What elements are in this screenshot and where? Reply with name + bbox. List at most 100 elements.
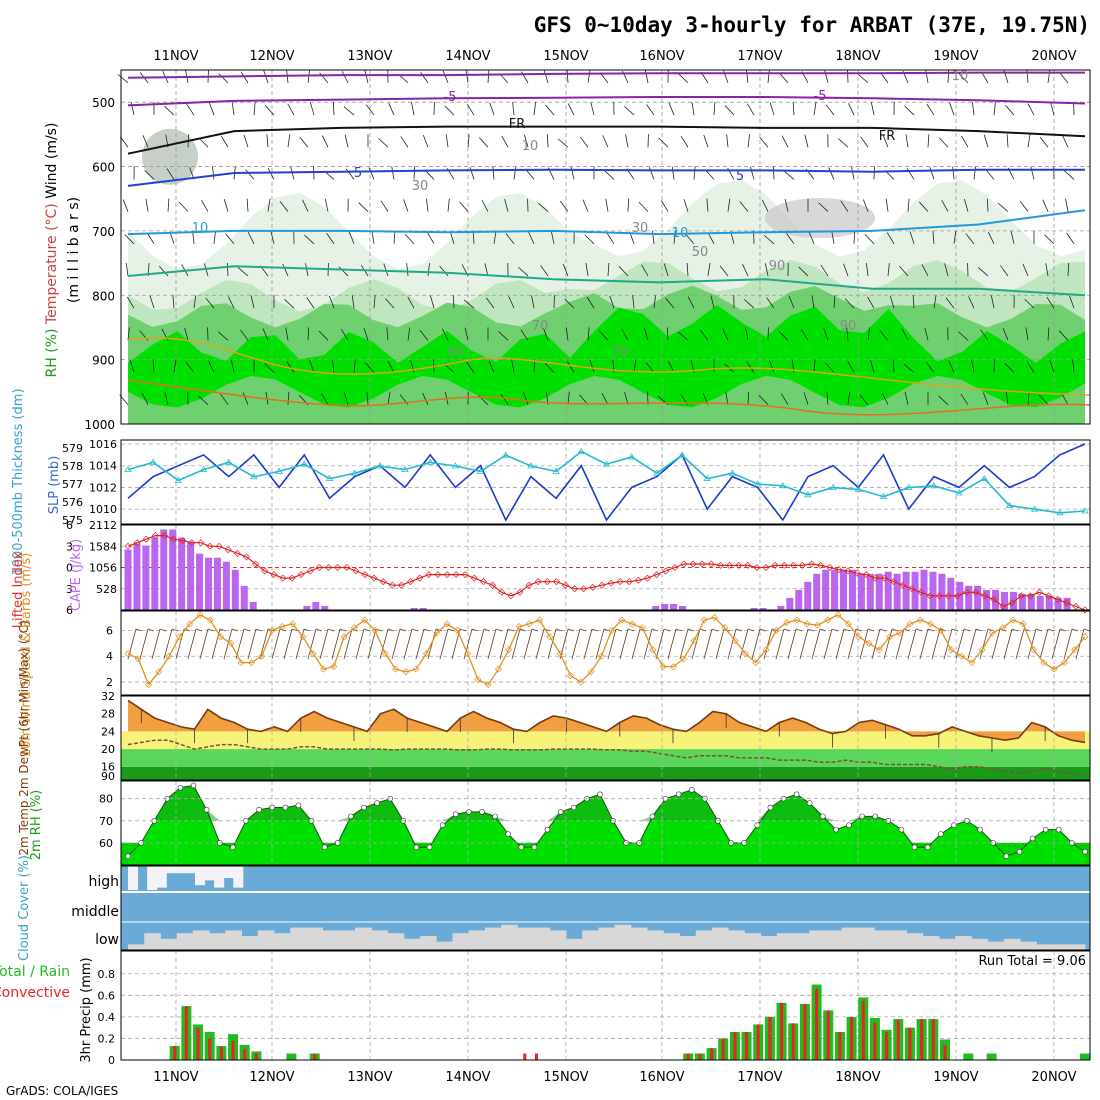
legend-total-rain: Total / Rain [0, 964, 70, 980]
ytick-label: 0.2 [98, 1032, 116, 1045]
legend-convective: Convective [0, 985, 70, 1001]
wind-barb [544, 362, 555, 373]
cape-bar [875, 573, 883, 610]
cape-bar [786, 597, 794, 610]
rh-marker [872, 813, 879, 820]
cloud-low [371, 930, 389, 950]
wind-barb [466, 103, 475, 116]
lifted-index-marker [835, 566, 843, 574]
wind-speed-marker [793, 616, 801, 624]
day-label-bottom: 19NOV [933, 1070, 978, 1085]
wind-barb [927, 134, 930, 148]
cape-bar [848, 569, 856, 610]
thickness-marker [124, 465, 132, 472]
cape-bar [419, 607, 427, 610]
wind-barb [338, 266, 349, 277]
wind-barb [386, 327, 389, 341]
wind-barb [1051, 628, 1061, 660]
cape-bar [920, 569, 928, 610]
lifted-index-marker [325, 564, 333, 571]
cloud-low [614, 924, 632, 950]
cloud-low [695, 930, 713, 950]
lifted-index-marker [826, 564, 834, 571]
cape-bar [187, 541, 195, 610]
thickness-marker [350, 469, 359, 476]
wind-barb [564, 298, 575, 309]
wind-speed-marker [247, 659, 255, 667]
wind-barb [247, 232, 255, 244]
wind-barb [444, 105, 455, 116]
wind-barb [287, 391, 290, 405]
cloud-low [1003, 938, 1021, 950]
isotherm--10 [127, 71, 1085, 79]
ytick-label-right: 2112 [89, 519, 117, 532]
ytick-label-right: 1056 [89, 562, 117, 575]
cloud-low [1020, 941, 1037, 950]
ytick-label: 60 [99, 837, 113, 850]
wind-barb [566, 361, 575, 373]
wind-barb [199, 628, 209, 660]
wind-barb [1069, 295, 1075, 309]
lifted-index-marker [1017, 592, 1025, 600]
isotherm-FR [127, 125, 1086, 155]
wind-barb [464, 327, 469, 341]
wind-barb [513, 166, 517, 180]
wind-barb [365, 104, 375, 116]
wind-barb [442, 70, 449, 84]
wind-barb [905, 134, 909, 148]
precip-convective-bar [208, 1038, 212, 1060]
wind-barb [703, 628, 713, 660]
rh-marker [282, 804, 289, 811]
lifted-index-marker [452, 571, 460, 579]
wind-barb [435, 628, 443, 632]
cloud-low [501, 924, 518, 950]
thickness-marker [879, 492, 888, 499]
wind-barb [713, 102, 716, 116]
rh-marker [1029, 835, 1036, 842]
wind-barb [919, 628, 929, 660]
wind-barb [1005, 104, 1015, 116]
cape-bar [196, 553, 204, 610]
cape-bar [204, 557, 212, 610]
precip-convective-bar [896, 1020, 900, 1060]
wind-barb [413, 166, 416, 180]
wind-barb [489, 102, 495, 116]
isotherm-5 [127, 168, 1085, 187]
wind-barb [901, 328, 909, 341]
lifted-index-marker [252, 560, 260, 568]
wind-barb [565, 327, 569, 341]
ylabel-thickness: 1000-500mb Thickness (dm) [11, 388, 26, 575]
lifted-index-marker [1054, 595, 1062, 603]
ylabel-rh: 2m RH (%) [29, 790, 44, 861]
cloud-low [484, 927, 502, 950]
contour-label: -5 [814, 89, 827, 104]
wind-barb [327, 628, 335, 632]
wind-barb [519, 628, 527, 632]
lifted-index-marker [762, 564, 770, 571]
thickness-marker [930, 482, 938, 489]
lifted-index-marker [1072, 602, 1080, 610]
wind-barb [543, 70, 549, 83]
day-label-top: 11NOV [153, 49, 198, 64]
wind-speed-marker [566, 672, 574, 680]
wind-speed-marker [618, 616, 626, 624]
wind-speed-marker [361, 616, 369, 624]
precip-convective-bar [908, 1027, 912, 1060]
contour-label: 70 [612, 345, 629, 360]
lifted-index-marker [698, 560, 706, 568]
wind-barb [198, 395, 209, 405]
precip-convective-bar [791, 1023, 795, 1060]
wind-barb [677, 331, 689, 341]
lifted-index-marker [899, 581, 907, 589]
wind-barb [422, 392, 429, 405]
lifted-index-marker [242, 553, 250, 561]
wind-speed-marker [1081, 633, 1089, 641]
rh-marker [1003, 853, 1010, 859]
rh-band-lower [128, 375, 1085, 424]
wind-barb [533, 102, 536, 116]
wind-barb [422, 134, 429, 148]
cloud-high [128, 866, 139, 890]
wind-speed-marker [237, 659, 245, 667]
wind-barb [185, 362, 195, 373]
wind-barb [475, 628, 485, 660]
